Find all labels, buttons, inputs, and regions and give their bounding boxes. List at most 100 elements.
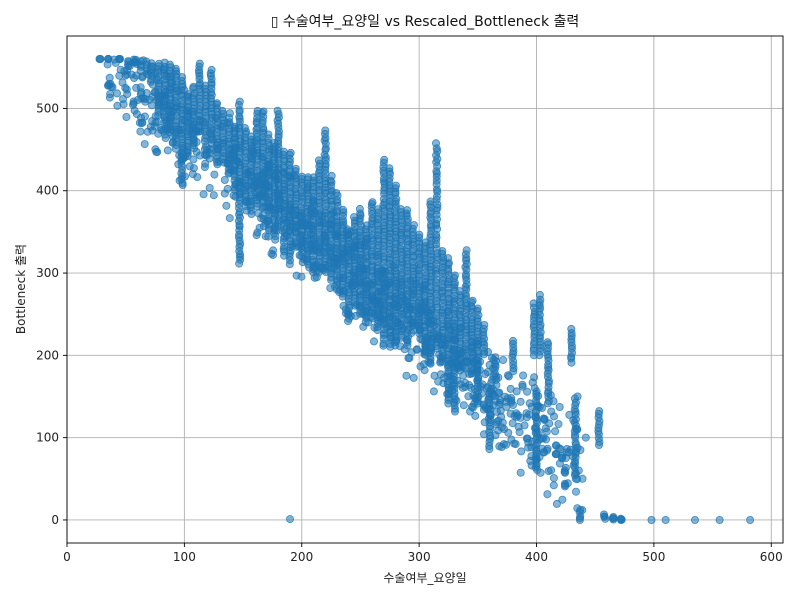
data-point: [272, 226, 281, 235]
data-point: [216, 122, 225, 131]
data-point: [447, 381, 456, 390]
data-point: [161, 87, 170, 96]
data-point: [309, 262, 318, 271]
data-point: [248, 154, 257, 163]
data-point: [379, 315, 388, 324]
data-point: [446, 371, 455, 380]
data-point: [341, 259, 350, 268]
data-point: [572, 487, 581, 496]
data-point: [474, 373, 483, 382]
data-point: [534, 401, 543, 410]
data-point: [308, 196, 317, 205]
data-point: [220, 189, 229, 198]
data-point: [558, 454, 567, 463]
data-point: [543, 444, 552, 453]
data-point: [174, 125, 183, 134]
data-point: [351, 311, 360, 320]
data-point: [391, 327, 400, 336]
data-point: [441, 339, 450, 348]
data-point: [522, 413, 531, 422]
data-point: [746, 516, 755, 525]
data-point: [549, 397, 558, 406]
data-point: [431, 139, 440, 148]
data-point: [494, 373, 503, 382]
data-point: [530, 384, 539, 393]
data-point: [250, 137, 259, 146]
data-point: [163, 101, 172, 110]
data-point: [536, 468, 545, 477]
data-point: [264, 203, 273, 212]
data-point: [259, 107, 268, 116]
data-point: [218, 106, 227, 115]
data-point: [389, 261, 398, 270]
data-point: [327, 171, 336, 180]
data-point: [213, 145, 222, 154]
data-point: [288, 241, 297, 250]
x-tick-label: 500: [642, 550, 665, 564]
data-point: [261, 232, 270, 241]
x-tick-label: 100: [173, 550, 196, 564]
y-tick-label: 200: [36, 348, 59, 362]
data-point: [543, 338, 552, 347]
data-point: [427, 344, 436, 353]
data-point: [414, 309, 423, 318]
data-point: [481, 369, 490, 378]
data-point: [200, 163, 209, 172]
data-point: [367, 308, 376, 317]
data-point: [225, 109, 234, 118]
data-point: [567, 324, 576, 333]
data-point: [443, 307, 452, 316]
data-point: [471, 411, 480, 420]
data-point: [569, 461, 578, 470]
data-point: [224, 169, 233, 178]
data-point: [290, 227, 299, 236]
data-point: [574, 466, 583, 475]
data-point: [201, 150, 210, 159]
data-point: [161, 133, 170, 142]
data-point: [378, 305, 387, 314]
data-point: [507, 435, 516, 444]
data-point: [359, 322, 368, 331]
data-point: [263, 161, 272, 170]
data-point: [516, 468, 525, 477]
data-point: [424, 317, 433, 326]
data-point: [547, 407, 556, 416]
data-point: [246, 197, 255, 206]
data-point: [369, 337, 378, 346]
data-point: [573, 392, 582, 401]
data-point: [508, 336, 517, 345]
data-point: [472, 356, 481, 365]
x-tick-label: 0: [63, 550, 71, 564]
data-point: [175, 176, 184, 185]
data-point: [397, 278, 406, 287]
data-point: [165, 60, 174, 69]
data-point: [504, 372, 513, 381]
data-point: [520, 421, 529, 430]
data-point: [332, 189, 341, 198]
data-point: [429, 387, 438, 396]
data-point: [386, 302, 395, 311]
x-tick-label: 400: [525, 550, 548, 564]
data-point: [469, 349, 478, 358]
data-point: [193, 173, 202, 182]
data-point: [257, 153, 266, 162]
data-point: [552, 499, 561, 508]
data-point: [220, 175, 229, 184]
data-point: [259, 222, 268, 231]
data-point: [399, 297, 408, 306]
data-point: [565, 410, 574, 419]
data-point: [291, 164, 300, 173]
data-point: [147, 101, 156, 110]
data-point: [499, 424, 508, 433]
grid-layer: [66, 36, 783, 543]
data-point: [292, 271, 301, 280]
data-point: [534, 392, 543, 401]
data-point: [435, 350, 444, 359]
data-point: [257, 177, 266, 186]
data-point: [233, 144, 242, 153]
data-point: [484, 414, 493, 423]
data-point: [111, 58, 120, 67]
data-point: [321, 233, 330, 242]
data-point: [286, 173, 295, 182]
x-axis-label: 수술여부_요양일: [383, 571, 466, 585]
